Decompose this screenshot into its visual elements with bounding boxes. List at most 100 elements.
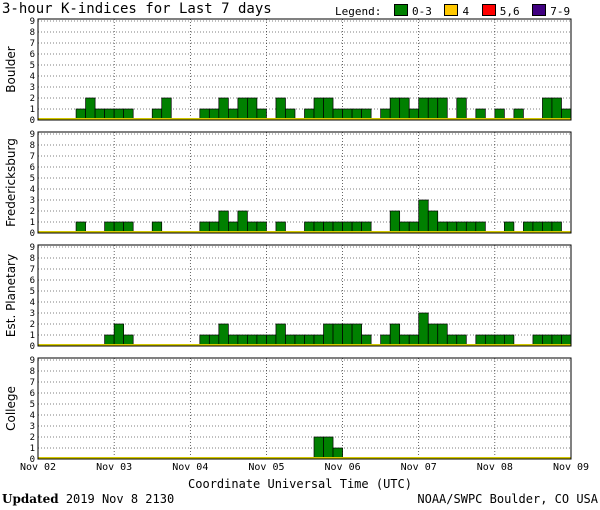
x-tick-label: Nov 09 [553, 462, 589, 473]
y-tick-label: 2 [30, 207, 35, 217]
k-index-bar [351, 323, 362, 347]
k-index-bar [323, 97, 334, 121]
k-index-bar [332, 323, 343, 347]
y-tick-label: 7 [30, 378, 35, 388]
y-tick-label: 2 [30, 320, 35, 330]
y-tick-label: 0 [30, 342, 35, 352]
y-tick-label: 4 [30, 72, 35, 82]
y-tick-label: 8 [30, 254, 35, 264]
y-tick-label: 9 [30, 356, 35, 366]
y-tick-label: 4 [30, 185, 35, 195]
y-tick-label: 1 [30, 331, 35, 341]
k-index-bar [389, 210, 401, 234]
legend-swatch-4 [444, 4, 459, 16]
y-tick-label: 6 [30, 276, 35, 286]
y-tick-label: 1 [30, 444, 35, 454]
panel-name: Boulder [4, 46, 18, 93]
y-tick-label: 4 [30, 298, 35, 308]
k-index-bar [418, 97, 429, 121]
legend-item-7-9: 7-9 [532, 4, 570, 18]
k-index-bar [237, 210, 248, 234]
chart-title: 3-hour K-indices for Last 7 days [2, 1, 272, 17]
legend-swatch-5-6 [481, 4, 496, 16]
k-index-bar [418, 199, 429, 234]
y-tick-label: 0 [30, 455, 35, 465]
k-index-bar [323, 436, 334, 460]
k-index-bar [437, 97, 448, 121]
k-index-chart: 0123456789Boulder0123456789Fredericksbur… [4, 17, 589, 473]
k-index-bar [323, 323, 334, 347]
legend-item-0-3: 0-3 [393, 4, 432, 18]
legend-text-7-9: 7-9 [550, 5, 571, 18]
x-tick-label: Nov 08 [477, 462, 513, 473]
y-tick-label: 1 [30, 105, 35, 115]
k-index-bar [456, 97, 467, 121]
k-index-bar [551, 97, 562, 121]
k-index-bar [418, 312, 429, 347]
k-index-bar [313, 97, 324, 121]
panel-name: Fredericksburg [4, 138, 18, 227]
y-tick-label: 6 [30, 163, 35, 173]
k-index-bar [389, 323, 401, 347]
y-tick-label: 7 [30, 265, 35, 275]
y-tick-label: 6 [30, 389, 35, 399]
panel-frame [37, 244, 572, 347]
k-index-bar [399, 97, 410, 121]
legend-text-4: 4 [462, 5, 470, 18]
k-index-bar [437, 323, 448, 347]
k-index-bar [161, 97, 172, 121]
panel-frame [37, 357, 572, 460]
y-tick-label: 7 [30, 152, 35, 162]
k-index-bar [275, 97, 286, 121]
k-index-bar [427, 323, 439, 347]
y-tick-label: 7 [30, 39, 35, 49]
k-index-bar [247, 97, 258, 121]
updated-value: 2019 Nov 8 2130 [65, 492, 175, 506]
legend-text-5-6: 5,6 [499, 5, 520, 18]
legend-swatch-0-3 [393, 4, 408, 16]
y-tick-label: 6 [30, 50, 35, 60]
x-axis-title: Coordinate Universal Time (UTC) [188, 477, 412, 491]
y-tick-label: 9 [30, 17, 35, 27]
legend: Legend: 0-3 4 5,6 7-9 [335, 4, 570, 18]
x-tick-label: Nov 04 [172, 462, 208, 473]
y-tick-label: 8 [30, 367, 35, 377]
k-index-bar [427, 210, 439, 234]
source-credit: NOAA/SWPC Boulder, CO USA [417, 492, 598, 506]
k-index-bar [389, 97, 401, 121]
legend-item-5-6: 5,6 [481, 4, 520, 18]
legend-item-4: 4 [444, 4, 469, 18]
k-index-bar [237, 97, 248, 121]
x-tick-label: Nov 02 [20, 462, 56, 473]
y-tick-label: 2 [30, 94, 35, 104]
y-tick-label: 1 [30, 218, 35, 228]
x-tick-label: Nov 05 [248, 462, 284, 473]
k-index-bar [218, 97, 229, 121]
y-tick-label: 3 [30, 309, 35, 319]
panel-frame [37, 18, 572, 121]
k-index-bar [542, 97, 553, 121]
x-tick-label: Nov 07 [401, 462, 437, 473]
k-index-bar [85, 97, 96, 121]
x-tick-label: Nov 03 [96, 462, 132, 473]
y-tick-label: 5 [30, 400, 35, 410]
panel-name: Est. Planetary [4, 254, 18, 337]
x-tick-label: Nov 06 [325, 462, 361, 473]
y-tick-label: 9 [30, 243, 35, 253]
y-tick-label: 3 [30, 83, 35, 93]
k-index-bar [113, 323, 125, 347]
panel-frame [37, 131, 572, 234]
y-tick-label: 2 [30, 433, 35, 443]
y-tick-label: 8 [30, 28, 35, 38]
y-tick-label: 4 [30, 411, 35, 421]
panel-name: College [4, 386, 18, 431]
legend-text-0-3: 0-3 [411, 5, 432, 18]
y-tick-label: 8 [30, 141, 35, 151]
k-index-bar [218, 323, 229, 347]
k-index-bar [427, 97, 439, 121]
y-tick-label: 5 [30, 287, 35, 297]
k-index-bar [313, 436, 324, 460]
updated-label: Updated [2, 492, 59, 506]
y-tick-label: 9 [30, 130, 35, 140]
y-tick-label: 0 [30, 229, 35, 239]
